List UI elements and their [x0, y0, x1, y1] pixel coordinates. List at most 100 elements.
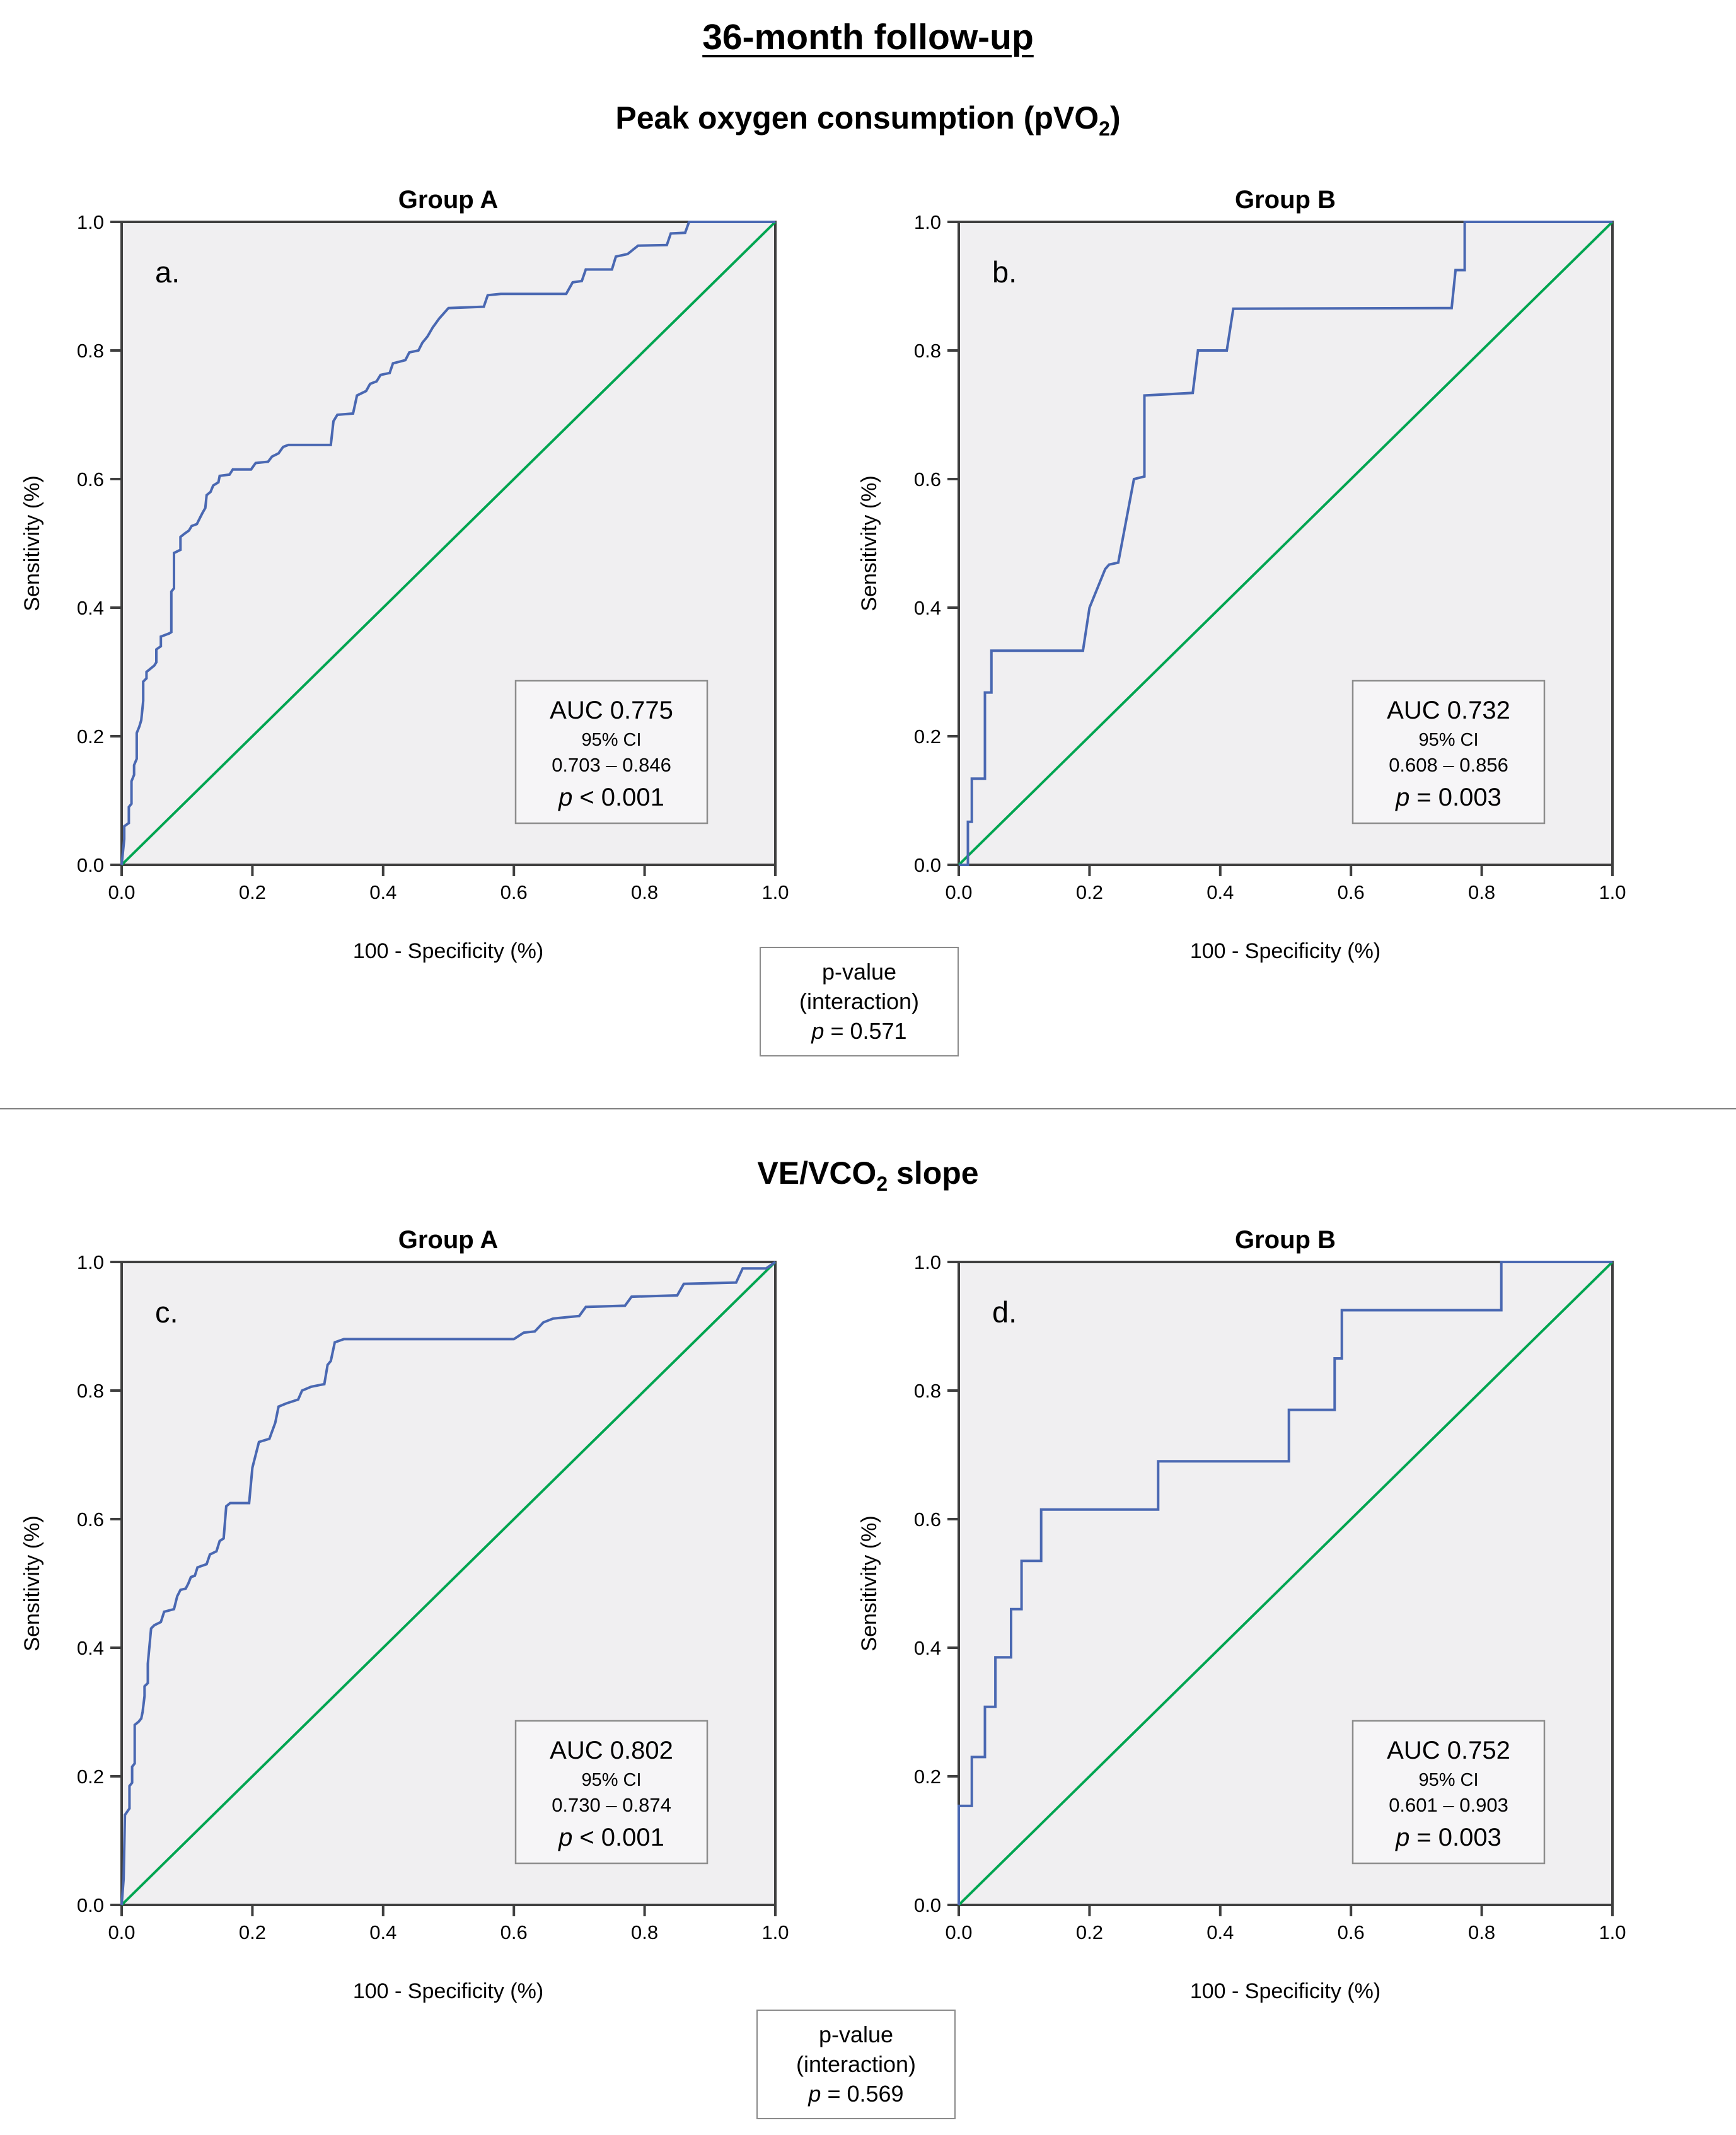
panel-letter: b. [992, 255, 1017, 289]
x-tick-label: 0.8 [631, 881, 658, 903]
y-tick-label: 0.0 [77, 854, 104, 876]
y-tick-label: 0.6 [914, 1508, 941, 1530]
x-tick-label: 0.6 [1338, 1921, 1365, 1943]
auc-value: AUC 0.775 [550, 697, 673, 724]
plot-series [958, 221, 1614, 866]
y-tick-label: 0.8 [77, 340, 104, 362]
group-title: Group A [398, 186, 499, 214]
y-tick-label: 0.8 [914, 1380, 941, 1402]
reference-line [958, 1261, 1614, 1906]
auc-value: AUC 0.802 [550, 1737, 673, 1764]
y-tick-label: 0.6 [914, 468, 941, 490]
p-value-text: = 0.571 [830, 1017, 907, 1044]
interaction-box-pvalue: p = 0.569 [758, 2080, 954, 2109]
y-tick-label: 0.4 [77, 597, 104, 619]
roc-panel-d: Group B 0.0 0.2 0.4 0.6 0.8 1.00.00.20.40.60.… [857, 1226, 1626, 2003]
y-tick-label: 1.0 [77, 1251, 104, 1273]
interaction-pvalue-box-2: p-value (interaction) p = 0.569 [756, 2010, 956, 2120]
plot-series [120, 221, 777, 866]
x-axis-title: 100 - Specificity (%) [353, 939, 543, 963]
interaction-box-pvalue: p = 0.571 [761, 1017, 958, 1046]
plot-frame [958, 221, 1614, 866]
y-tick-label: 1.0 [77, 211, 104, 233]
x-tick-label: 0.6 [1338, 881, 1365, 903]
ci-heading: 95% CI [581, 1770, 641, 1790]
section-title-text: Peak oxygen consumption (pVO [615, 100, 1099, 136]
y-axis-title: Sensitivity (%) [857, 1515, 881, 1651]
y-tick-label: 0.6 [77, 1508, 104, 1530]
reference-line [958, 221, 1614, 866]
p-value: p = 0.003 [1395, 784, 1502, 811]
p-value: p = 0.003 [1395, 1824, 1502, 1851]
x-tick-label: 0.8 [1468, 881, 1495, 903]
group-title: Group A [398, 1226, 499, 1254]
y-tick-label: 0.2 [77, 1766, 104, 1788]
y-axis-title: Sensitivity (%) [20, 1515, 44, 1651]
x-tick-label: 0.2 [1076, 1921, 1103, 1943]
ci-heading: 95% CI [1418, 1770, 1478, 1790]
section-title-suffix: slope [888, 1155, 979, 1191]
group-title: Group B [1235, 186, 1336, 214]
p-symbol: p [808, 2080, 821, 2107]
x-tick-label: 1.0 [1599, 1921, 1626, 1943]
figure-title: 36-month follow-up [702, 17, 1034, 57]
x-tick-label: 0.6 [501, 881, 528, 903]
y-tick-label: 0.4 [914, 1637, 941, 1659]
plot-series [120, 1261, 777, 1906]
section-title-suffix: ) [1109, 100, 1121, 136]
axis-ticks: 0.0 0.2 0.4 0.6 0.8 1.0 0.0 0.2 0.4 0.6 0.8 1.0 [914, 1251, 1626, 1943]
ci-range: 0.730 – 0.874 [552, 1794, 671, 1816]
auc-annotation-box: AUC 0.752 95% CI 0.601 – 0.903 p = 0.003 [1351, 1720, 1546, 1865]
y-tick-label: 1.0 [914, 211, 941, 233]
roc-curve [959, 221, 1612, 866]
axis-ticks: 0.0 0.2 0.4 0.6 0.8 1.0 0.0 0.2 0.4 0.6 0.8 1.0 [914, 211, 1626, 903]
p-value: p < 0.001 [558, 784, 664, 811]
section-title-subscript: 2 [1099, 117, 1110, 140]
y-axis-title: Sensitivity (%) [20, 475, 44, 611]
interaction-box-line2: (interaction) [796, 2051, 917, 2077]
interaction-box-line2: (interaction) [799, 988, 920, 1014]
roc-curve [120, 221, 775, 865]
y-tick-label: 0.4 [914, 597, 941, 619]
auc-annotation-box: AUC 0.802 95% CI 0.730 – 0.874 p < 0.001 [514, 1720, 709, 1865]
y-tick-label: 0.4 [77, 1637, 104, 1659]
auc-box-frame [514, 680, 709, 824]
roc-panel-b: Group B 0.0 0.2 0.4 0.6 0.8 1.00.00.20.40.60.… [857, 186, 1626, 963]
y-tick-label: 0.2 [914, 1766, 941, 1788]
auc-value: AUC 0.752 [1387, 1737, 1510, 1764]
x-tick-label: 0.6 [501, 1921, 528, 1943]
x-tick-label: 1.0 [761, 1921, 789, 1943]
x-axis-title: 100 - Specificity (%) [1190, 939, 1380, 963]
x-tick-label: 0.8 [631, 1921, 658, 1943]
x-tick-label: 0.8 [1468, 1921, 1495, 1943]
y-tick-label: 0.8 [77, 1380, 104, 1402]
interaction-box-line1: p-value [821, 959, 897, 985]
roc-panel-c: Group A 0.0 0.2 0.4 0.6 0.8 1.00.00.20.40.60.… [20, 1226, 789, 2003]
ci-range: 0.703 – 0.846 [552, 754, 671, 776]
section-title-text: VE/VCO [757, 1155, 877, 1191]
auc-box-frame [1351, 680, 1546, 824]
y-tick-label: 0.0 [914, 1894, 941, 1916]
ci-heading: 95% CI [1418, 730, 1478, 750]
x-tick-label: 0.4 [369, 881, 396, 903]
interaction-pvalue-box-1: p-value (interaction) p = 0.571 [760, 947, 959, 1057]
interaction-box-line1: p-value [818, 2022, 894, 2047]
x-tick-label: 0.0 [108, 881, 135, 903]
roc-curve [958, 1261, 1612, 1905]
x-axis-title: 100 - Specificity (%) [353, 1979, 543, 2003]
group-title: Group B [1235, 1226, 1336, 1254]
x-tick-label: 0.2 [239, 1921, 266, 1943]
y-tick-label: 0.0 [914, 854, 941, 876]
ci-heading: 95% CI [581, 730, 641, 750]
y-tick-label: 0.6 [77, 468, 104, 490]
x-tick-label: 0.0 [945, 1921, 972, 1943]
roc-curve [120, 1261, 777, 1906]
reference-line [120, 1261, 777, 1906]
y-tick-label: 1.0 [914, 1251, 941, 1273]
x-tick-label: 0.4 [369, 1921, 396, 1943]
auc-box-frame [1351, 1720, 1546, 1865]
p-symbol: p [811, 1017, 825, 1044]
plot-frame [120, 1261, 777, 1906]
roc-panel-a: Group A 0.0 0.2 0.4 0.6 0.8 1.00.00.20.40.60.… [20, 186, 789, 963]
